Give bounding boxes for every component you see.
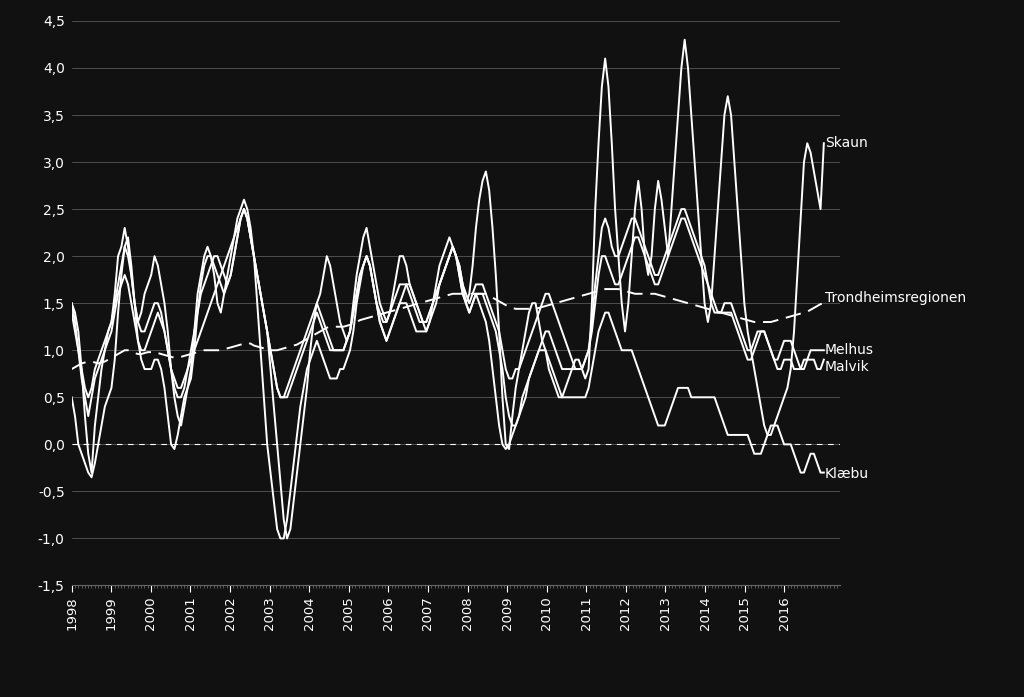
Text: Trondheimsregionen: Trondheimsregionen (825, 291, 967, 305)
Text: Skaun: Skaun (825, 136, 867, 151)
Text: Melhus: Melhus (825, 343, 874, 358)
Text: Klæbu: Klæbu (825, 468, 869, 482)
Text: Malvik: Malvik (825, 360, 869, 374)
